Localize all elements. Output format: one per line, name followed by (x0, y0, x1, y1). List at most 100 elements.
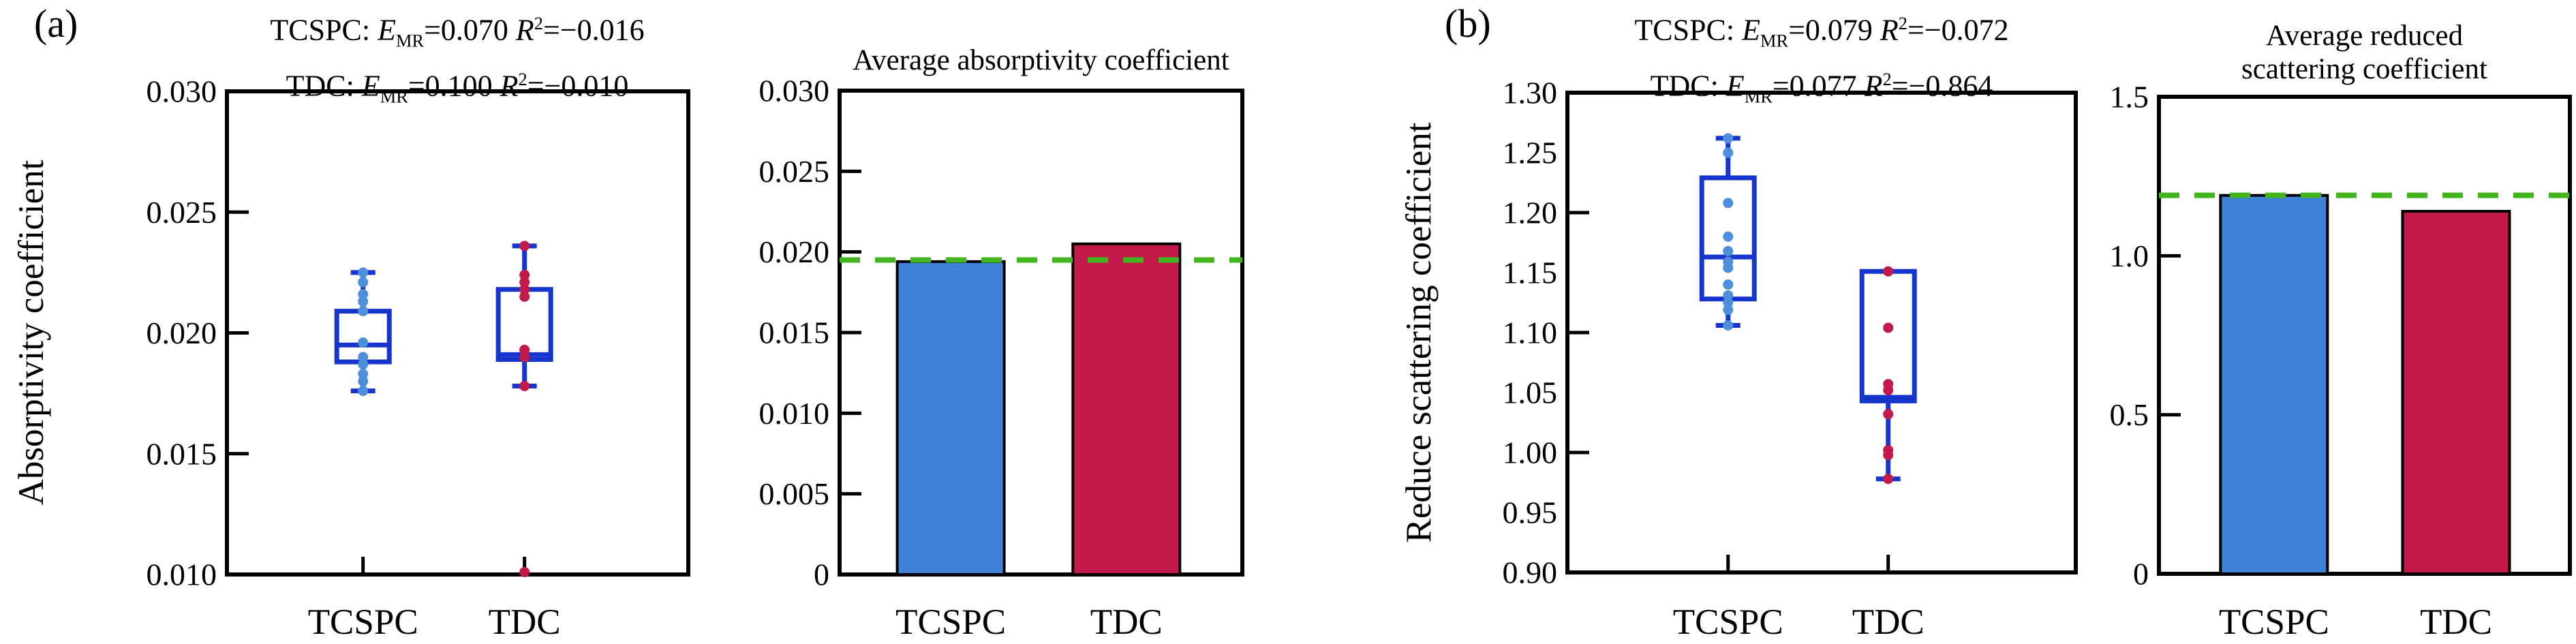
data-point-tdc (519, 269, 530, 280)
bar-title-line: scattering coefficient (2241, 53, 2487, 85)
r2-superscript: 2 (534, 13, 543, 33)
y-tick-label: 0.010 (759, 396, 830, 431)
x-category-label-tcspc: TCSPC (1673, 602, 1783, 642)
stats-block-b: TCSPC: EMR=0.079 R2=−0.072 TDC: EMR=0.07… (1515, 4, 2128, 117)
plot-frame (1565, 91, 2078, 574)
data-point-tcspc (358, 369, 369, 380)
y-tick-label: 0.90 (1503, 555, 1558, 590)
y-tick-label: 0.020 (147, 316, 217, 350)
y-tick-label: 1.05 (1503, 375, 1558, 410)
data-point-tcspc (358, 306, 369, 317)
data-point-tcspc (1723, 279, 1734, 290)
emr-symbol: E (378, 13, 396, 47)
r2-value: =−0.010 (527, 70, 629, 104)
bar-tdc (2401, 210, 2511, 575)
r2-symbol: R (1864, 70, 1883, 104)
stats-line-a-tdc: TDC: EMR=0.100 R2=−0.010 (151, 60, 764, 116)
r2-value: =−0.072 (1907, 13, 2009, 47)
data-point-tcspc (358, 375, 369, 386)
data-point-tcspc (1723, 262, 1734, 273)
stats-block-a: TCSPC: EMR=0.070 R2=−0.016 TDC: EMR=0.10… (151, 4, 764, 117)
y-tick-label: 0.020 (759, 234, 830, 269)
y-tick-label: 1.30 (1503, 76, 1558, 110)
data-point-tdc (519, 344, 530, 355)
emr-symbol: E (361, 70, 380, 104)
y-tick-label: 0.005 (759, 476, 830, 511)
data-point-tcspc (358, 267, 369, 278)
data-point-tcspc (1723, 245, 1734, 256)
data-point-tcspc (358, 277, 369, 288)
bar-chart-title-absorptivity: Average absorptivity coefficient (840, 44, 1242, 77)
scattering-box-chart: 1.30 1.25 1.20 1.15 1.10 1.05 1.00 0.95 0.90 TCSP… (1503, 76, 2078, 642)
y-tick-label: 1.5 (2110, 80, 2149, 114)
method-label: TDC: (286, 70, 362, 104)
data-point-tcspc (1723, 198, 1734, 209)
r2-symbol: R (515, 13, 534, 47)
y-tick-label: 0.030 (147, 74, 217, 109)
data-point-tcspc (358, 296, 369, 307)
bar-tdc (1071, 242, 1182, 576)
scattering-bar-chart: 1.5 1.0 0.5 0 TCSPC TDC (2110, 80, 2572, 642)
data-point-tcspc (358, 386, 369, 397)
y-axis-label-scattering: Reduce scattering coefficient (1399, 122, 1439, 543)
bar-title-line: Average absorptivity coefficient (853, 44, 1229, 76)
data-point-tcspc (1723, 147, 1734, 158)
data-point-tdc (1883, 322, 1894, 333)
absorptivity-box-chart: 0.030 0.025 0.020 0.015 0.010 TCSPC TDC (147, 74, 690, 642)
data-point-tcspc (358, 359, 369, 370)
data-point-tcspc (1723, 290, 1734, 301)
bar-chart-title-scattering: Average reduced scattering coefficient (2159, 19, 2570, 86)
data-point-tdc (1883, 450, 1894, 461)
y-tick-label: 0.030 (759, 74, 830, 108)
data-point-tdc (519, 566, 530, 577)
data-point-tdc (519, 291, 530, 302)
y-tick-label: 0.95 (1503, 495, 1558, 530)
emr-subscript: MR (1760, 30, 1789, 51)
emr-value: =0.070 (424, 13, 516, 47)
r2-superscript: 2 (1882, 69, 1892, 90)
r2-superscript: 2 (518, 69, 527, 90)
emr-value: =0.079 (1788, 13, 1880, 47)
y-tick-label: 1.00 (1503, 435, 1558, 470)
bar-tcspc (895, 260, 1006, 576)
data-point-tdc (519, 352, 530, 363)
data-point-tcspc (358, 289, 369, 300)
emr-value: =0.077 (1772, 70, 1865, 104)
data-point-tcspc (358, 337, 369, 348)
y-tick-label: 1.25 (1503, 136, 1558, 170)
plot-frame (2157, 95, 2572, 576)
data-point-tcspc (1723, 133, 1734, 144)
data-point-tdc (1883, 384, 1894, 395)
stats-line-b-tdc: TDC: EMR=0.077 R2=−0.864 (1515, 60, 2128, 116)
data-point-tcspc (1723, 320, 1734, 331)
x-category-label-tcspc: TCSPC (895, 602, 1006, 642)
y-tick-label: 1.15 (1503, 256, 1558, 290)
method-label: TCSPC: (270, 13, 378, 47)
y-tick-label: 0.5 (2110, 397, 2149, 432)
x-category-label-tdc: TDC (1090, 602, 1163, 642)
data-point-tdc (1883, 266, 1894, 277)
plot-frame (838, 89, 1244, 577)
y-tick-label: 0.015 (147, 436, 217, 471)
emr-subscript: MR (380, 86, 408, 107)
data-point-tdc (519, 277, 530, 288)
y-tick-label: 0.010 (147, 557, 217, 592)
data-point-tcspc (358, 352, 369, 363)
panel-b-label: (b) (1445, 1, 1491, 46)
y-tick-label: 1.20 (1503, 196, 1558, 230)
x-category-label-tdc: TDC (2420, 602, 2492, 642)
absorptivity-bar-chart: 0.030 0.025 0.020 0.015 0.010 0.005 0 TCSPC TDC (759, 74, 1244, 642)
y-tick-label: 0 (814, 557, 829, 592)
emr-value: =0.100 (408, 70, 500, 104)
data-point-tdc (519, 241, 530, 251)
data-point-tcspc (1723, 305, 1734, 316)
emr-subscript: MR (1744, 86, 1773, 107)
plot-frame (225, 89, 690, 577)
bar-tcspc (2219, 194, 2329, 575)
y-tick-label: 0.015 (759, 316, 830, 350)
method-label: TDC: (1650, 70, 1726, 104)
y-tick-label: 1.0 (2110, 239, 2149, 273)
